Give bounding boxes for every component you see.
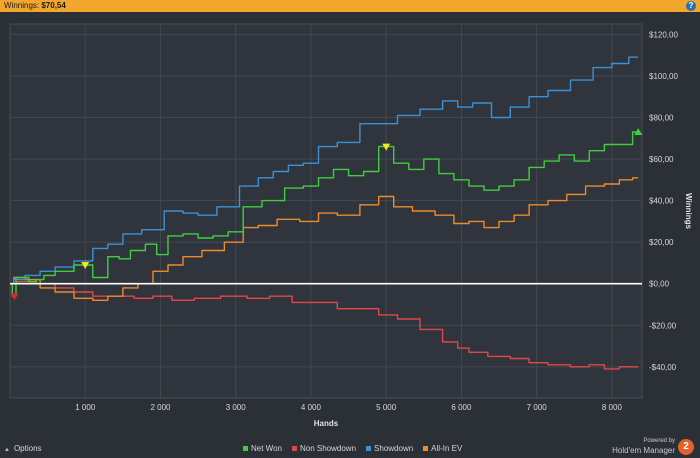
- legend-label: Net Won: [251, 444, 282, 453]
- x-tick-label: 7 000: [527, 403, 548, 412]
- marker-triangle-down-icon: [10, 293, 19, 301]
- series-line-all-in-ev: [10, 177, 639, 301]
- options-button[interactable]: ▲ Options: [4, 442, 42, 457]
- powered-by-text: Powered by: [643, 438, 675, 444]
- legend-item[interactable]: Non Showdown: [291, 444, 357, 453]
- series-line-non-showdown: [10, 280, 639, 370]
- legend-item[interactable]: Showdown: [366, 444, 413, 453]
- legend-item[interactable]: Net Won: [243, 444, 282, 453]
- product-name: Hold'em Manager: [612, 446, 675, 455]
- winnings-label: Winnings:: [4, 1, 40, 10]
- bottom-bar: [0, 438, 700, 458]
- branding: Powered by Hold'em Manager: [612, 437, 675, 455]
- legend-swatch: [423, 446, 429, 451]
- chart-legend: Net Won Non Showdown Showdown All-In EV: [243, 444, 462, 453]
- y-tick-label: $20,00: [649, 238, 674, 247]
- legend-swatch: [366, 446, 372, 451]
- triangle-up-icon: ▲: [4, 447, 10, 453]
- x-tick-label: 3 000: [226, 403, 247, 412]
- x-tick-label: 2 000: [150, 403, 171, 412]
- marker-triangle-down-icon: [81, 262, 90, 270]
- help-icon[interactable]: ?: [686, 1, 696, 11]
- y-tick-label: $40,00: [649, 197, 674, 206]
- y-tick-label: -$20,00: [649, 321, 677, 330]
- x-tick-label: 4 000: [301, 403, 322, 412]
- y-tick-label: $100,00: [649, 72, 678, 81]
- x-tick-label: 5 000: [376, 403, 397, 412]
- marker-triangle-down-icon: [382, 143, 391, 151]
- legend-label: Non Showdown: [299, 444, 357, 453]
- y-tick-label: -$40,00: [649, 363, 677, 372]
- y-tick-label: $60,00: [649, 155, 674, 164]
- series-line-showdown: [10, 56, 639, 285]
- series-line-net-won: [10, 131, 639, 297]
- options-label: Options: [13, 444, 42, 453]
- x-tick-label: 6 000: [451, 403, 472, 412]
- legend-label: All-In EV: [431, 444, 463, 453]
- plot-area: [9, 23, 643, 399]
- winnings-chart: 1 000 2 000 3 000 4 000 5 000 6 000 7 000 8 000…: [9, 23, 693, 428]
- window-title: Winnings: $70,54: [4, 0, 66, 12]
- marker-triangle-up-icon: [634, 128, 643, 136]
- y-tick-label: $80,00: [649, 114, 674, 123]
- x-axis-label: Hands: [314, 419, 339, 428]
- winnings-value: $70,54: [41, 1, 66, 10]
- y-tick-label: $120,00: [649, 30, 678, 39]
- y-tick-label: $0,00: [649, 280, 670, 289]
- legend-swatch: [291, 446, 297, 451]
- hem2-logo-icon: 2: [678, 439, 694, 455]
- legend-swatch: [243, 446, 248, 451]
- legend-item[interactable]: All-In EV: [423, 444, 462, 453]
- x-tick-label: 1 000: [75, 403, 96, 412]
- y-axis-label: Winnings: [684, 193, 693, 229]
- legend-label: Showdown: [374, 444, 414, 453]
- title-bar: [0, 0, 700, 12]
- x-tick-label: 8 000: [602, 403, 623, 412]
